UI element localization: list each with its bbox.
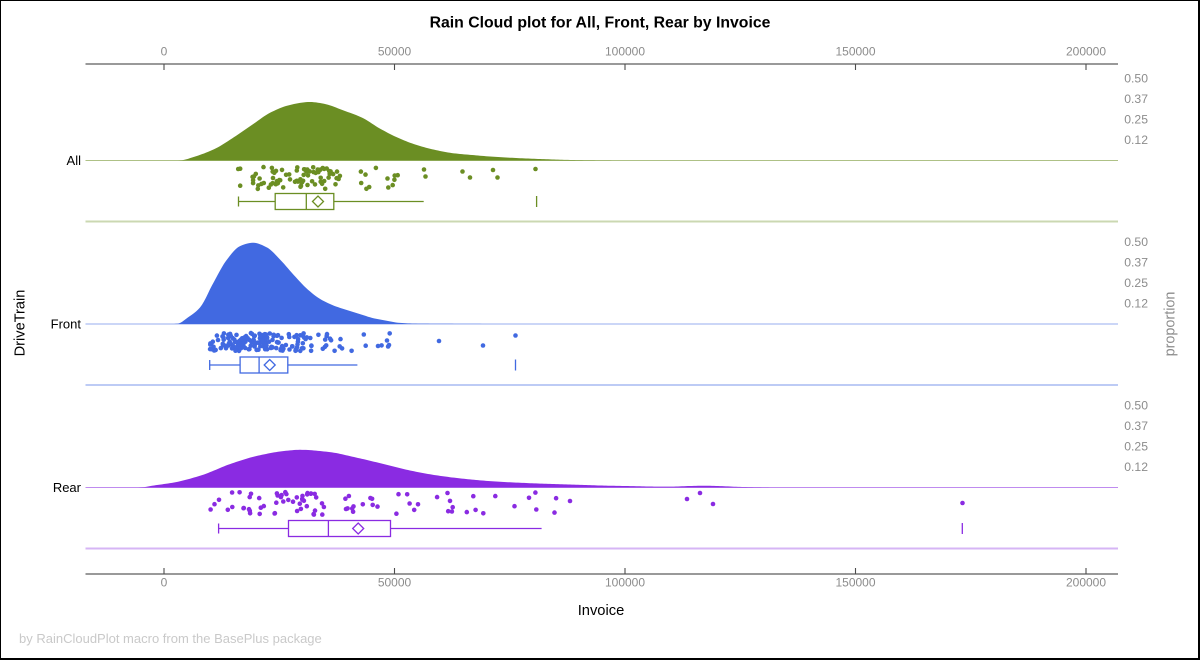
svg-text:0.25: 0.25 (1124, 113, 1148, 127)
svg-text:0.50: 0.50 (1124, 72, 1148, 86)
svg-text:0.25: 0.25 (1124, 440, 1148, 454)
svg-text:0.37: 0.37 (1124, 419, 1148, 433)
svg-text:200000: 200000 (1066, 576, 1106, 590)
svg-text:Invoice: Invoice (578, 603, 625, 619)
svg-text:50000: 50000 (378, 576, 412, 590)
svg-text:150000: 150000 (835, 45, 875, 59)
svg-text:0.12: 0.12 (1124, 460, 1148, 474)
svg-text:All: All (67, 153, 82, 168)
svg-text:Rear: Rear (53, 480, 82, 495)
svg-text:0: 0 (161, 576, 168, 590)
svg-text:100000: 100000 (605, 45, 645, 59)
svg-text:proportion: proportion (1163, 292, 1179, 357)
svg-text:0: 0 (161, 45, 168, 59)
svg-text:Front: Front (51, 317, 82, 332)
svg-text:0.37: 0.37 (1124, 256, 1148, 270)
svg-text:0.50: 0.50 (1124, 235, 1148, 249)
svg-text:0.25: 0.25 (1124, 276, 1148, 290)
svg-text:150000: 150000 (835, 576, 875, 590)
svg-text:0.12: 0.12 (1124, 297, 1148, 311)
svg-text:0.37: 0.37 (1124, 92, 1148, 106)
svg-text:by RainCloudPlot macro from th: by RainCloudPlot macro from the BasePlus… (19, 631, 322, 646)
svg-text:200000: 200000 (1066, 45, 1106, 59)
svg-text:0.12: 0.12 (1124, 133, 1148, 147)
svg-text:100000: 100000 (605, 576, 645, 590)
svg-text:50000: 50000 (378, 45, 412, 59)
svg-text:Rain Cloud plot for All, Front: Rain Cloud plot for All, Front, Rear by … (430, 15, 771, 32)
svg-text:DriveTrain: DriveTrain (13, 290, 29, 357)
svg-text:0.50: 0.50 (1124, 399, 1148, 413)
